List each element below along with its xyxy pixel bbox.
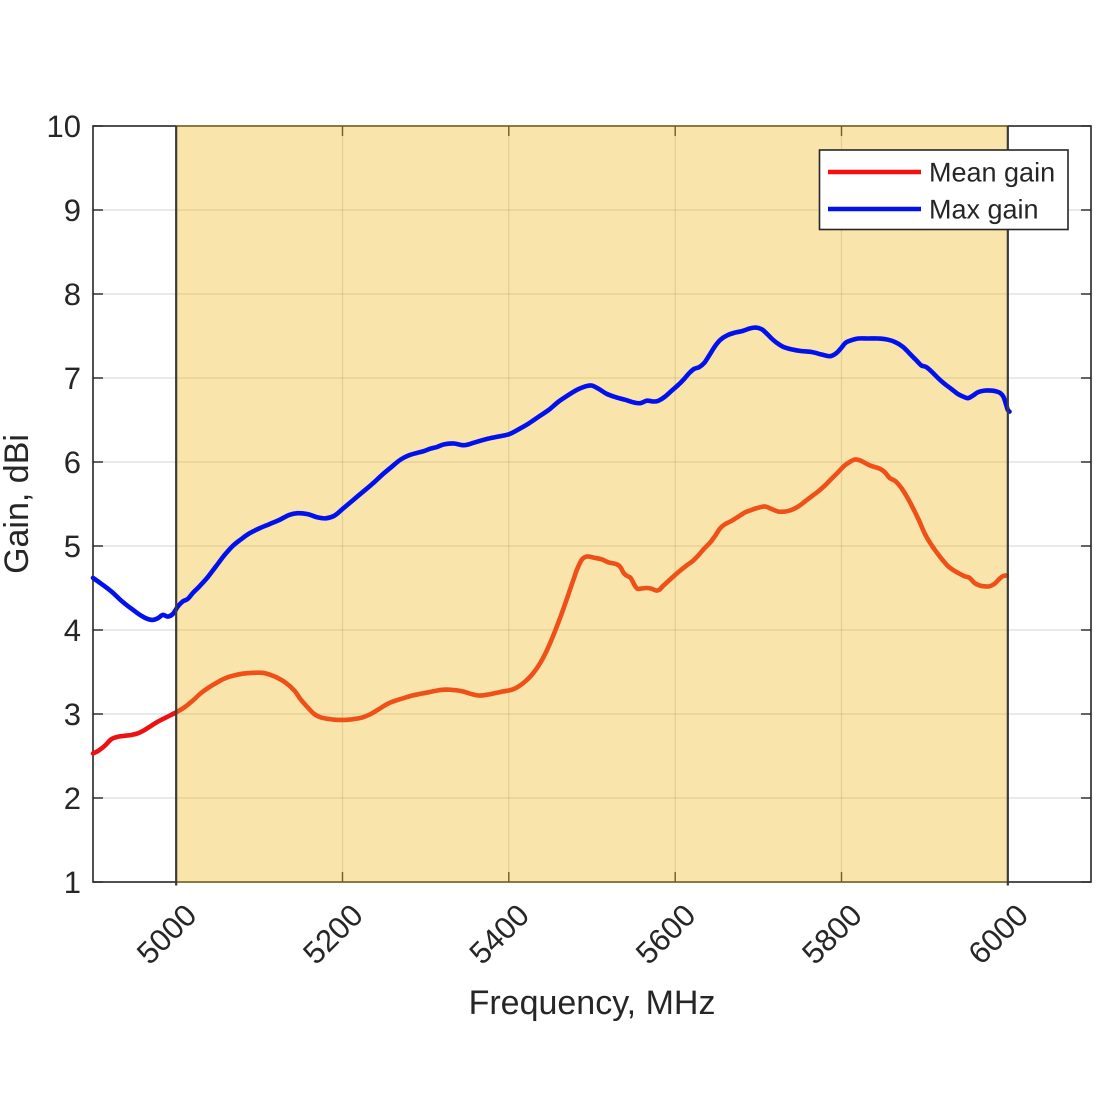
svg-text:1: 1 xyxy=(64,865,81,900)
svg-text:6: 6 xyxy=(64,445,81,480)
svg-text:3: 3 xyxy=(64,697,81,732)
svg-text:Gain, dBi: Gain, dBi xyxy=(0,434,36,574)
svg-text:8: 8 xyxy=(64,277,81,312)
svg-text:4: 4 xyxy=(64,613,81,648)
svg-text:5: 5 xyxy=(64,529,81,564)
svg-text:Mean gain: Mean gain xyxy=(929,158,1055,188)
svg-text:2: 2 xyxy=(64,781,81,816)
svg-text:7: 7 xyxy=(64,361,81,396)
svg-text:Max gain: Max gain xyxy=(929,195,1039,225)
svg-text:10: 10 xyxy=(47,109,82,144)
svg-text:9: 9 xyxy=(64,193,81,228)
svg-text:Frequency, MHz: Frequency, MHz xyxy=(469,984,716,1022)
